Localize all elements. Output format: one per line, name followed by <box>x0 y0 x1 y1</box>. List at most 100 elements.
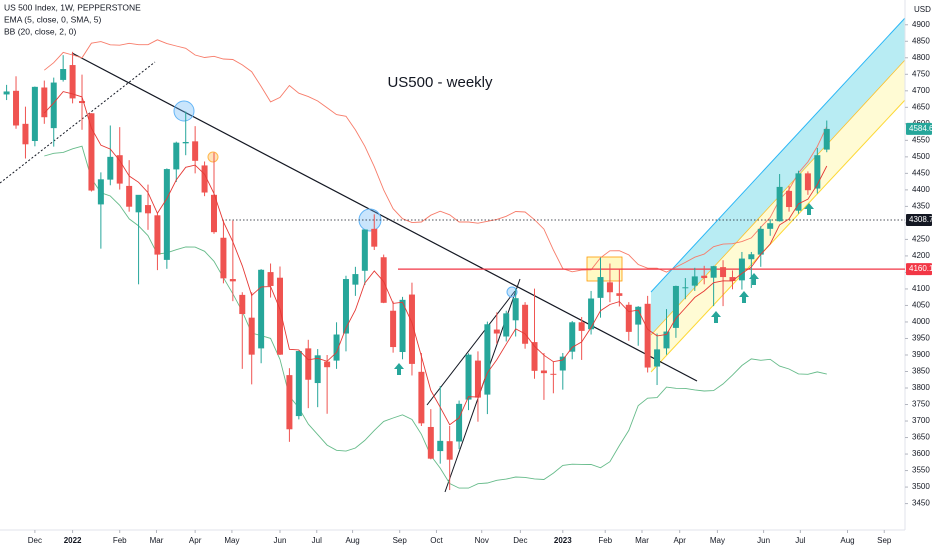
x-tick-label: Aug <box>345 536 359 545</box>
candle-body <box>644 303 651 368</box>
candle-body <box>446 441 453 460</box>
x-tick-label: Mar <box>150 536 164 545</box>
candle-body <box>239 294 246 315</box>
marker-circle <box>207 151 219 163</box>
candle-body <box>823 128 830 150</box>
candle-body <box>738 258 745 281</box>
y-tick-label: 4750 <box>912 69 930 78</box>
channel-top <box>650 17 906 293</box>
candle-body <box>229 279 236 282</box>
channel-upper-fill <box>651 18 905 335</box>
candle-body <box>295 351 302 417</box>
candle-body <box>276 277 283 355</box>
x-tick-label: Nov <box>475 536 489 545</box>
candle-body <box>814 155 821 189</box>
candle-body <box>578 322 585 331</box>
y-tick-label: 4050 <box>912 301 930 310</box>
x-tick-label: Dec <box>28 536 42 545</box>
candle-body <box>682 287 689 289</box>
candle-body <box>145 205 152 214</box>
y-tick-label: 3650 <box>912 433 930 442</box>
candle-body <box>324 361 331 368</box>
level-tag-label: 4160.1 <box>909 264 932 273</box>
x-tick-label: 2023 <box>554 536 572 545</box>
candle-body <box>220 237 227 279</box>
candle-body <box>550 373 557 375</box>
candle-body <box>427 426 434 459</box>
x-tick-label: Dec <box>513 536 527 545</box>
candle-body <box>107 156 114 180</box>
candle-body <box>60 69 67 80</box>
y-tick-label: 4200 <box>912 251 930 260</box>
y-tick-label: 3800 <box>912 383 930 392</box>
y-tick-label: 3700 <box>912 416 930 425</box>
x-tick-label: Sep <box>877 536 892 545</box>
indicator-legend: EMA (5, close, 0, SMA, 5) <box>4 14 101 24</box>
candle-body <box>720 267 727 278</box>
bb-lower <box>44 145 827 489</box>
candle-body <box>314 355 321 384</box>
y-tick-label: 4850 <box>912 36 930 45</box>
y-tick-label: 3900 <box>912 350 930 359</box>
candle-body <box>729 277 736 282</box>
x-tick-label: Aug <box>840 536 854 545</box>
candle-body <box>13 90 20 126</box>
symbol-legend: US 500 Index, 1W, PEPPERSTONE <box>4 2 141 12</box>
candle-body <box>493 329 500 334</box>
chart-title: US500 - weekly <box>387 74 493 91</box>
y-tick-label: 3750 <box>912 400 930 409</box>
candle-body <box>606 282 613 293</box>
last-price-tag <box>906 122 932 135</box>
y-tick-label: 3450 <box>912 499 930 508</box>
up-arrow <box>394 363 404 375</box>
candle-body <box>116 155 123 184</box>
x-tick-label: Jul <box>312 536 322 545</box>
candle-body <box>437 440 444 452</box>
candle-body <box>3 91 10 95</box>
x-tick-label: Apr <box>673 536 686 545</box>
candle-body <box>767 223 774 229</box>
candle-body <box>484 324 491 395</box>
candle-body <box>701 275 708 279</box>
candle-body <box>31 86 38 142</box>
candle-body <box>399 299 406 353</box>
x-tick-label: Jun <box>274 536 287 545</box>
candle-body <box>522 304 529 344</box>
x-tick-label: Apr <box>189 536 202 545</box>
y-tick-label: 4000 <box>912 317 930 326</box>
candle-body <box>371 228 378 247</box>
candle-body <box>69 65 76 99</box>
candle-body <box>79 101 86 104</box>
candle-body <box>352 274 359 285</box>
candle-body <box>342 279 349 334</box>
candle-body <box>776 186 783 222</box>
x-tick-label: Oct <box>430 536 443 545</box>
x-tick-label: May <box>224 536 239 545</box>
x-tick-label: Feb <box>598 536 612 545</box>
y-tick-label: 3950 <box>912 334 930 343</box>
y-tick-label: 4500 <box>912 152 930 161</box>
candle-body <box>474 360 481 398</box>
x-tick-label: Mar <box>635 536 649 545</box>
candle-body <box>248 317 255 355</box>
marker-circle <box>506 286 518 298</box>
y-tick-label: 3500 <box>912 482 930 491</box>
candle-body <box>748 254 755 260</box>
candle-body <box>786 190 793 208</box>
candle-body <box>804 173 811 191</box>
y-tick-label: 4700 <box>912 86 930 95</box>
candle-body <box>757 228 764 255</box>
bb-upper <box>44 39 828 273</box>
x-tick-label: May <box>710 536 725 545</box>
y-tick-label: 4350 <box>912 201 930 210</box>
candle-body <box>672 285 679 328</box>
candle-body <box>258 269 265 349</box>
candle-body <box>456 403 463 442</box>
candle-body <box>192 141 199 161</box>
candle-body <box>305 348 312 380</box>
candle-body <box>663 331 670 349</box>
ema-line <box>43 91 828 426</box>
y-tick-label: 3850 <box>912 367 930 376</box>
